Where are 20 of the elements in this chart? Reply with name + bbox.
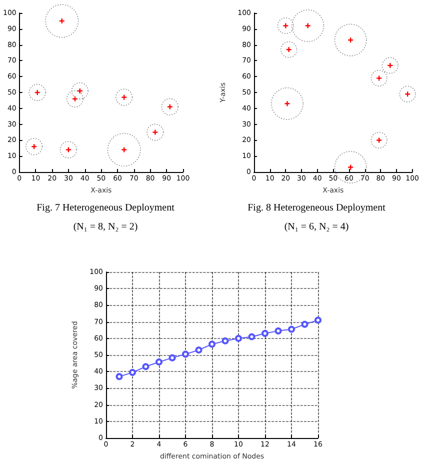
- text: Fig. 7 Heterogeneous Deployment: [36, 202, 175, 214]
- text: (N₁ = 6, N₂ = 4): [284, 222, 349, 232]
- point: [156, 358, 162, 366]
- point: [301, 320, 308, 328]
- point: [274, 327, 282, 334]
- point: [168, 354, 176, 362]
- point: [129, 368, 136, 376]
- point: [222, 337, 229, 344]
- text: (N₁ = 8, N₂ = 2): [73, 222, 138, 232]
- point: [116, 373, 123, 380]
- point: [262, 330, 268, 337]
- point: [235, 334, 242, 342]
- point: [314, 316, 322, 324]
- text: Fig. 8 Heterogeneous Deployment: [248, 202, 386, 214]
- point: [142, 363, 150, 370]
- point: [288, 326, 295, 333]
- point: [208, 340, 216, 348]
- point: [248, 333, 256, 340]
- point: [195, 346, 202, 354]
- point: [182, 350, 189, 358]
